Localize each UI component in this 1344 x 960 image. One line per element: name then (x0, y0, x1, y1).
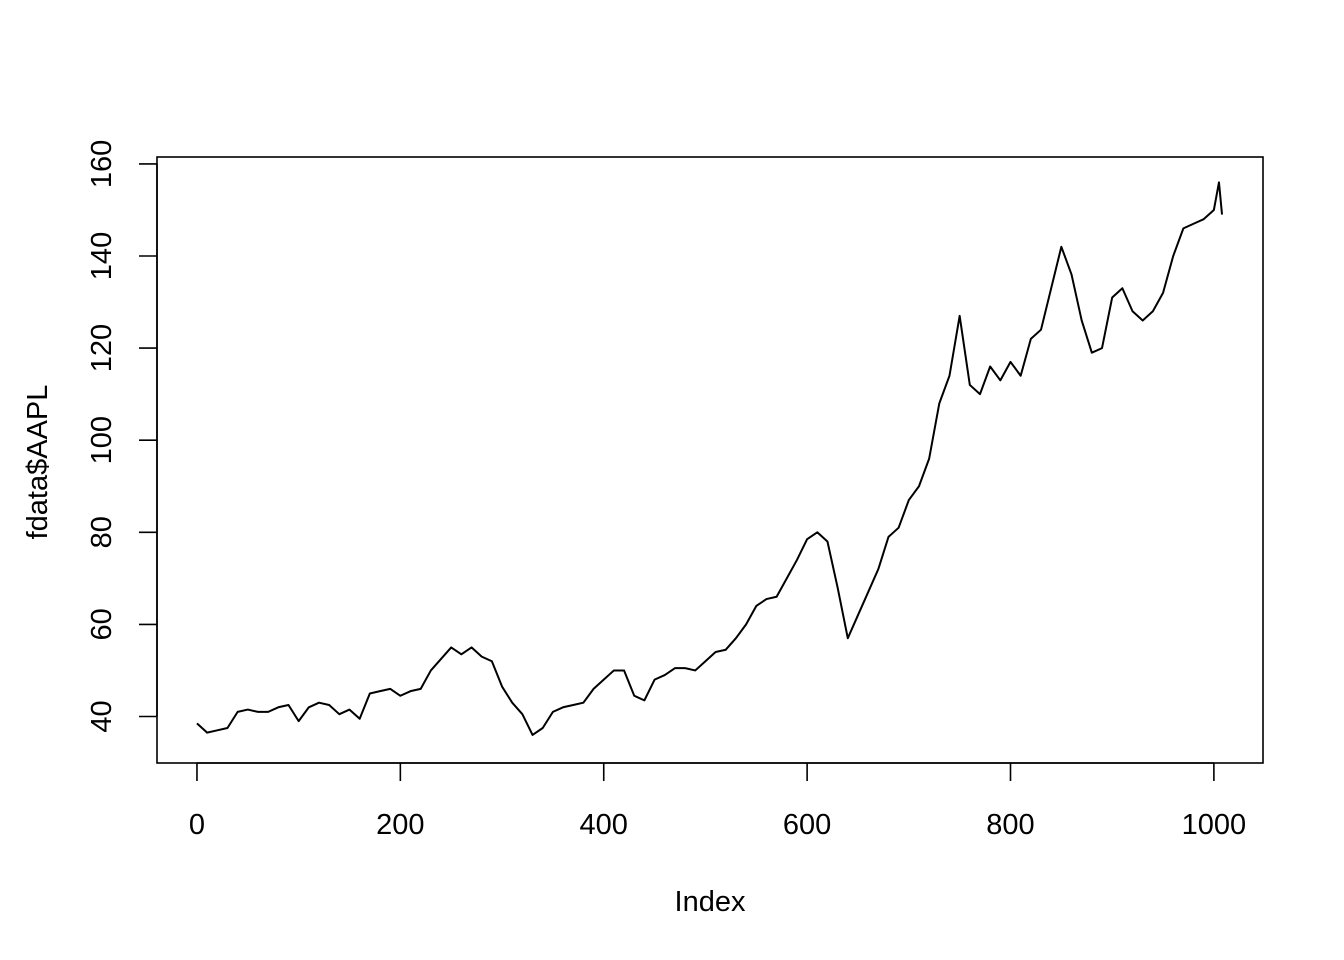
y-tick-label: 60 (86, 608, 118, 640)
x-tick-label: 600 (783, 809, 831, 841)
y-axis-label: fdata$AAPL (22, 385, 54, 540)
x-tick-label: 0 (189, 809, 205, 841)
y-tick-label: 100 (86, 416, 118, 464)
y-tick-label: 140 (86, 232, 118, 280)
x-tick-label: 800 (986, 809, 1034, 841)
x-tick-label: 400 (580, 809, 628, 841)
y-tick-label: 40 (86, 700, 118, 732)
x-axis-label: Index (675, 886, 746, 918)
x-tick-label: 1000 (1182, 809, 1247, 841)
x-tick-label: 200 (376, 809, 424, 841)
plot-frame (156, 156, 1264, 764)
y-tick-label: 160 (86, 140, 118, 188)
y-tick-label: 120 (86, 324, 118, 372)
data-line (196, 181, 1224, 736)
y-tick-label: 80 (86, 516, 118, 548)
